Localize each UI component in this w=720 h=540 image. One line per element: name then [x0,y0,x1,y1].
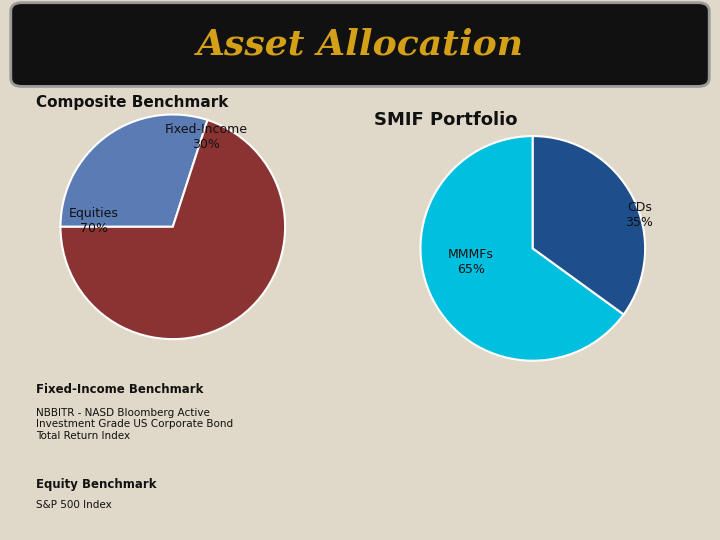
Text: Composite Benchmark: Composite Benchmark [36,94,228,110]
Text: Equity Benchmark: Equity Benchmark [36,478,156,491]
Text: CDs
35%: CDs 35% [626,201,654,229]
Wedge shape [420,136,624,361]
Wedge shape [60,120,285,339]
Text: Fixed-Income
30%: Fixed-Income 30% [165,123,248,151]
Text: S&P 500 Index: S&P 500 Index [36,500,112,510]
Text: MMMFs
65%: MMMFs 65% [448,248,494,276]
Text: Asset Allocation: Asset Allocation [197,28,523,62]
Text: NBBITR - NASD Bloomberg Active
Investment Grade US Corporate Bond
Total Return I: NBBITR - NASD Bloomberg Active Investmen… [36,408,233,441]
Text: Fixed-Income Benchmark: Fixed-Income Benchmark [36,383,203,396]
Wedge shape [533,136,645,314]
Text: Equities
70%: Equities 70% [69,207,119,235]
Text: SMIF Portfolio: SMIF Portfolio [374,111,518,129]
Wedge shape [60,114,207,227]
